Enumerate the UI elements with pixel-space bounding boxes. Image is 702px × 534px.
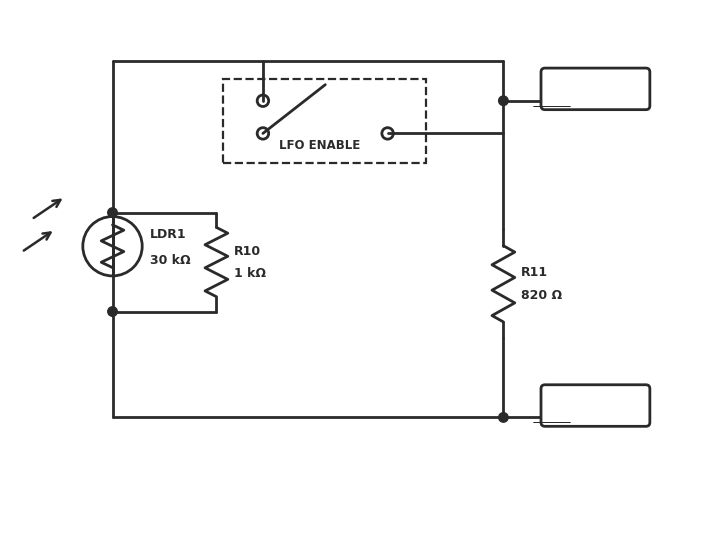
- Text: R10: R10: [234, 245, 261, 258]
- Text: 820 Ω: 820 Ω: [521, 289, 562, 302]
- Text: LDR1: LDR1: [150, 228, 187, 241]
- Circle shape: [108, 307, 117, 316]
- Text: LFO ENABLE: LFO ENABLE: [279, 139, 360, 152]
- Text: 30 kΩ: 30 kΩ: [150, 254, 191, 266]
- FancyBboxPatch shape: [541, 68, 650, 109]
- Circle shape: [108, 208, 117, 217]
- Text: TO PCB1: TO PCB1: [565, 82, 625, 96]
- Text: R11: R11: [521, 266, 548, 279]
- FancyBboxPatch shape: [541, 385, 650, 426]
- Circle shape: [498, 96, 508, 106]
- Text: 1 kΩ: 1 kΩ: [234, 268, 266, 280]
- Circle shape: [498, 413, 508, 422]
- Text: TO PCB2: TO PCB2: [565, 399, 625, 412]
